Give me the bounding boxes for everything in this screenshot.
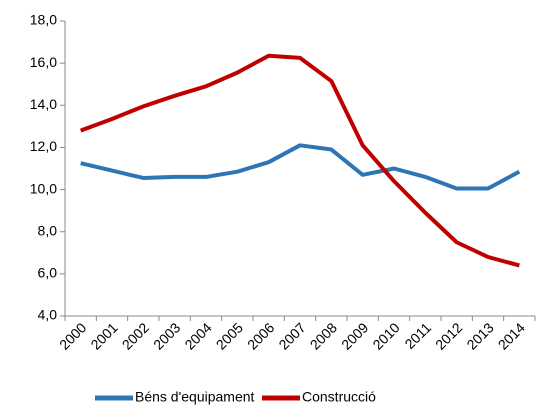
y-tick-label: 10,0 <box>30 180 57 196</box>
y-tick-label: 4,0 <box>38 307 58 323</box>
line-series <box>79 53 520 268</box>
x-tick-label: 2004 <box>181 319 214 352</box>
x-tick-label: 2008 <box>307 319 340 352</box>
x-tick-label: 2002 <box>119 319 152 352</box>
legend-label: Construcció <box>302 389 376 405</box>
y-tick-label: 6,0 <box>38 265 58 281</box>
x-tick-label: 2014 <box>495 319 528 352</box>
x-tick-label: 2011 <box>401 319 434 352</box>
legend-label: Béns d'equipament <box>135 389 255 405</box>
line-series <box>80 143 521 191</box>
x-tick-label: 2007 <box>275 319 308 352</box>
y-tick-label: 18,0 <box>30 12 57 28</box>
x-tick-label: 2010 <box>369 319 402 352</box>
y-tick-label: 8,0 <box>38 222 58 238</box>
x-tick-label: 2000 <box>56 319 89 352</box>
x-tick-label: 2006 <box>244 319 277 352</box>
x-tick-label: 2005 <box>213 319 246 352</box>
y-tick-label: 16,0 <box>30 54 57 70</box>
y-tick-label: 14,0 <box>30 96 57 112</box>
x-tick-label: 2012 <box>432 319 465 352</box>
x-tick-label: 2001 <box>87 319 120 352</box>
y-tick-label: 12,0 <box>30 138 57 154</box>
x-tick-label: 2013 <box>463 319 496 352</box>
x-tick-label: 2009 <box>338 319 371 352</box>
x-tick-label: 2003 <box>150 319 183 352</box>
